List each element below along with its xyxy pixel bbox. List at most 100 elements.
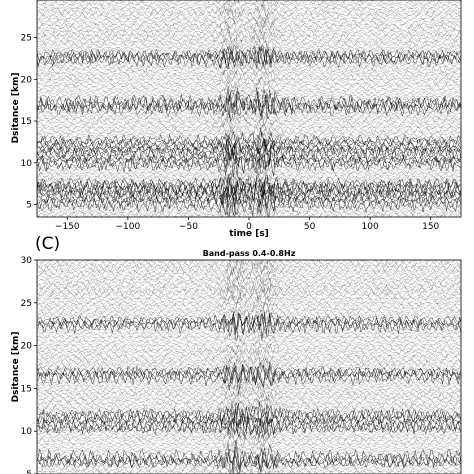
seismic-trace bbox=[37, 449, 461, 460]
seismic-trace bbox=[37, 93, 461, 106]
seismic-trace bbox=[37, 78, 461, 89]
seismic-trace bbox=[37, 463, 461, 474]
seismic-trace bbox=[37, 94, 461, 115]
seismic-trace bbox=[37, 364, 461, 384]
seismic-trace bbox=[37, 3, 461, 17]
seismic-trace bbox=[37, 112, 461, 123]
seismic-trace bbox=[37, 27, 461, 36]
seismic-trace bbox=[37, 427, 461, 440]
seismic-trace bbox=[37, 4, 461, 13]
seismic-trace bbox=[37, 460, 461, 474]
seismic-trace bbox=[37, 86, 461, 94]
seismic-trace bbox=[37, 171, 461, 184]
seismic-trace bbox=[37, 117, 461, 128]
seismic-trace bbox=[37, 128, 461, 139]
seismic-trace bbox=[37, 300, 461, 309]
x-tick-label: 100 bbox=[362, 222, 379, 232]
seismic-trace bbox=[37, 408, 461, 416]
seismic-trace bbox=[37, 89, 461, 98]
seismic-trace bbox=[37, 175, 461, 187]
seismic-trace bbox=[37, 136, 461, 149]
y-tick-label: 5 bbox=[26, 200, 32, 210]
seismic-trace bbox=[37, 174, 461, 201]
top-y-ticks: 5 10 15 20 25 bbox=[21, 34, 37, 210]
bottom-axes-frame bbox=[36, 259, 462, 474]
seismic-trace bbox=[37, 132, 461, 144]
seismic-trace bbox=[37, 266, 461, 276]
y-tick-label: 30 bbox=[21, 256, 33, 266]
seismic-trace bbox=[37, 430, 461, 440]
seismic-trace bbox=[37, 271, 461, 283]
seismic-trace bbox=[37, 268, 461, 283]
y-tick-label: 20 bbox=[21, 75, 33, 85]
seismic-trace bbox=[37, 152, 461, 177]
top-x-ticks: −150 −100 −50 0 50 100 150 bbox=[55, 217, 440, 232]
seismic-trace bbox=[37, 149, 461, 167]
seismic-trace bbox=[37, 313, 461, 322]
seismic-trace bbox=[37, 132, 461, 156]
seismic-trace bbox=[37, 408, 461, 440]
seismic-trace bbox=[37, 447, 461, 458]
seismic-trace bbox=[37, 446, 461, 474]
seismic-trace bbox=[37, 298, 461, 308]
seismic-trace bbox=[37, 398, 461, 413]
x-tick-label: 0 bbox=[246, 222, 252, 232]
seismic-trace bbox=[37, 16, 461, 25]
x-tick-label: 50 bbox=[304, 222, 316, 232]
seismic-trace bbox=[37, 88, 461, 120]
seismic-trace bbox=[37, 1, 461, 8]
seismic-trace bbox=[37, 10, 461, 24]
seismic-trace bbox=[37, 91, 461, 103]
seismic-trace bbox=[37, 193, 461, 209]
x-tick-label: 150 bbox=[422, 222, 439, 232]
seismic-trace bbox=[37, 385, 461, 392]
seismic-trace bbox=[37, 277, 461, 289]
seismic-trace bbox=[37, 398, 461, 409]
seismic-trace bbox=[37, 209, 461, 217]
x-tick-label: −100 bbox=[115, 222, 140, 232]
top-x-axis-label: time [s] bbox=[229, 229, 269, 239]
seismic-trace bbox=[37, 88, 461, 96]
seismic-trace bbox=[37, 168, 461, 177]
seismic-trace bbox=[37, 115, 461, 127]
seismic-trace bbox=[37, 260, 461, 265]
y-tick-label: 5 bbox=[26, 470, 32, 474]
seismic-trace bbox=[37, 17, 461, 30]
seismic-trace bbox=[37, 123, 461, 132]
bottom-seismic-traces bbox=[37, 260, 461, 474]
seismic-trace bbox=[37, 334, 461, 340]
seismic-trace bbox=[37, 334, 461, 344]
bottom-y-axis-label: Dsitance [km] bbox=[11, 332, 21, 403]
seismic-trace bbox=[37, 20, 461, 33]
seismic-trace bbox=[37, 268, 461, 279]
seismic-trace bbox=[37, 30, 461, 40]
seismic-trace bbox=[37, 77, 461, 86]
seismic-trace bbox=[37, 329, 461, 342]
seismic-trace bbox=[37, 339, 461, 348]
seismic-trace bbox=[37, 260, 461, 271]
seismic-trace bbox=[37, 307, 461, 315]
y-tick-label: 15 bbox=[21, 117, 32, 127]
y-tick-label: 25 bbox=[21, 299, 32, 309]
seismic-trace bbox=[37, 62, 461, 76]
seismic-trace bbox=[37, 301, 461, 314]
seismic-trace bbox=[37, 326, 461, 335]
seismic-trace bbox=[37, 338, 461, 345]
seismic-trace bbox=[37, 441, 461, 448]
seismic-trace bbox=[37, 46, 461, 58]
seismic-trace bbox=[37, 172, 461, 195]
seismic-trace bbox=[37, 360, 461, 372]
top-y-axis-label: Dsitance [km] bbox=[11, 73, 21, 144]
seismic-trace bbox=[37, 44, 461, 52]
seismic-trace bbox=[37, 9, 461, 22]
seismic-trace bbox=[37, 402, 461, 427]
seismic-trace bbox=[37, 69, 461, 77]
seismic-trace bbox=[37, 0, 461, 12]
seismic-trace bbox=[37, 207, 461, 217]
seismic-trace bbox=[37, 304, 461, 314]
seismic-trace bbox=[37, 342, 461, 353]
y-tick-label: 10 bbox=[21, 427, 33, 437]
seismic-trace bbox=[37, 344, 461, 356]
seismic-trace bbox=[37, 122, 461, 135]
